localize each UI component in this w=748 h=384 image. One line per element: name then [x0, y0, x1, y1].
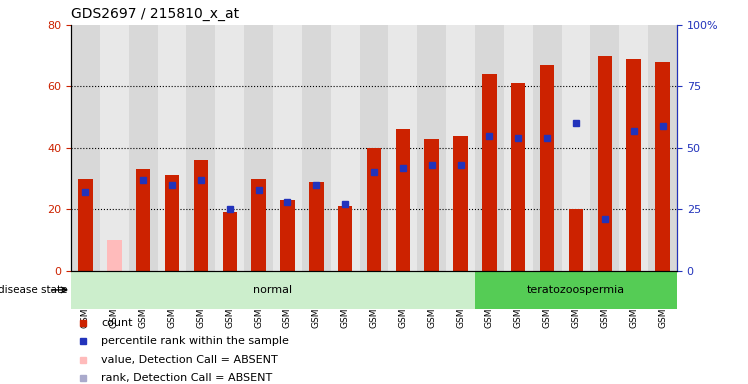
Bar [107, 240, 121, 271]
Bar [648, 25, 677, 271]
Bar [453, 136, 468, 271]
Text: GDS2697 / 215810_x_at: GDS2697 / 215810_x_at [71, 7, 239, 21]
Bar [568, 209, 583, 271]
Text: normal: normal [254, 285, 292, 295]
Text: teratozoospermia: teratozoospermia [527, 285, 625, 295]
Bar [417, 25, 446, 271]
Bar [71, 25, 100, 271]
Bar [475, 271, 677, 309]
Bar [331, 25, 360, 271]
Bar [562, 25, 590, 271]
Bar [655, 62, 669, 271]
Bar [590, 25, 619, 271]
Bar [504, 25, 533, 271]
Bar [425, 139, 439, 271]
Bar [273, 25, 302, 271]
Bar [446, 25, 475, 271]
Bar [540, 65, 554, 271]
Bar [367, 148, 381, 271]
Text: value, Detection Call = ABSENT: value, Detection Call = ABSENT [102, 355, 278, 365]
Bar [129, 25, 158, 271]
Bar [215, 25, 244, 271]
Text: percentile rank within the sample: percentile rank within the sample [102, 336, 289, 346]
Bar [100, 25, 129, 271]
Bar [338, 206, 352, 271]
Bar [360, 25, 388, 271]
Bar [158, 25, 186, 271]
Bar [388, 25, 417, 271]
Bar [619, 25, 648, 271]
Bar [475, 25, 504, 271]
Bar [165, 175, 180, 271]
Bar [309, 182, 324, 271]
Text: count: count [102, 318, 133, 328]
Bar [79, 179, 93, 271]
Bar [533, 25, 562, 271]
Bar [223, 212, 237, 271]
Bar [482, 74, 497, 271]
Bar [302, 25, 331, 271]
Bar [396, 129, 410, 271]
Bar [71, 271, 475, 309]
Bar [194, 160, 208, 271]
Bar [244, 25, 273, 271]
Bar [251, 179, 266, 271]
Bar [511, 83, 525, 271]
Bar [136, 169, 150, 271]
Bar [627, 59, 641, 271]
Bar [186, 25, 215, 271]
Text: disease state: disease state [0, 285, 67, 295]
Bar [280, 200, 295, 271]
Bar [598, 56, 612, 271]
Text: rank, Detection Call = ABSENT: rank, Detection Call = ABSENT [102, 373, 272, 383]
